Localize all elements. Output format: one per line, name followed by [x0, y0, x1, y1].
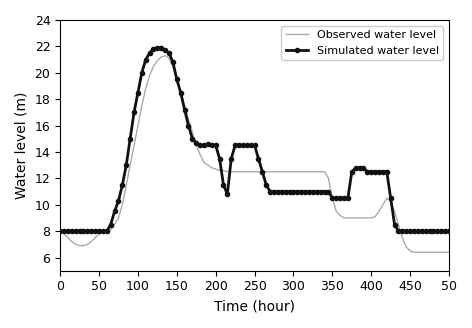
X-axis label: Time (hour): Time (hour): [214, 299, 295, 313]
Simulated water level: [333, 196, 339, 200]
Simulated water level: [353, 166, 359, 170]
Simulated water level: [154, 46, 160, 50]
Simulated water level: [84, 229, 90, 233]
Line: Observed water level: Observed water level: [60, 56, 449, 252]
Y-axis label: Water level (m): Water level (m): [15, 92, 29, 199]
Observed water level: [240, 170, 246, 174]
Observed water level: [411, 250, 417, 254]
Observed water level: [154, 59, 160, 63]
Observed water level: [353, 216, 359, 220]
Observed water level: [84, 242, 90, 246]
Simulated water level: [446, 229, 452, 233]
Observed water level: [162, 54, 168, 58]
Observed water level: [333, 209, 339, 213]
Simulated water level: [57, 229, 63, 233]
Observed water level: [446, 250, 452, 254]
Line: Simulated water level: Simulated water level: [58, 46, 451, 233]
Simulated water level: [295, 190, 300, 194]
Simulated water level: [159, 46, 164, 50]
Simulated water level: [240, 143, 246, 147]
Legend: Observed water level, Simulated water level: Observed water level, Simulated water le…: [281, 26, 444, 60]
Observed water level: [295, 170, 300, 174]
Observed water level: [57, 229, 63, 233]
